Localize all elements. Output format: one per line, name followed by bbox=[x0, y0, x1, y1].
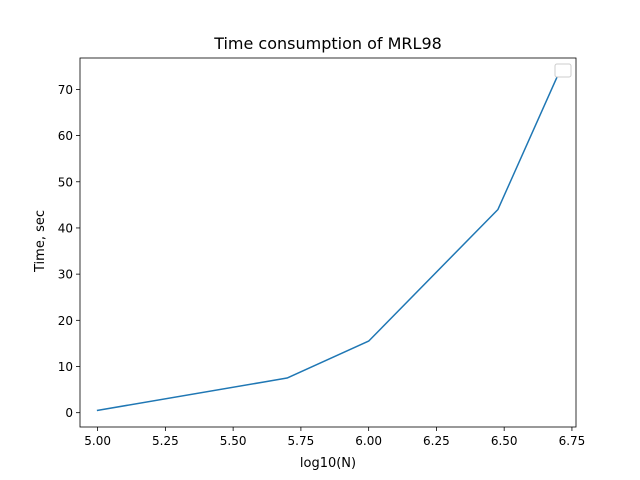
y-tick-label: 70 bbox=[58, 83, 73, 97]
y-tick-label: 20 bbox=[58, 314, 73, 328]
data-point bbox=[286, 377, 288, 379]
y-tick-label: 30 bbox=[58, 268, 73, 282]
y-tick-label: 0 bbox=[65, 406, 73, 420]
x-tick-label: 5.50 bbox=[220, 434, 247, 448]
y-tick-label: 40 bbox=[58, 221, 73, 235]
x-tick-label: 6.75 bbox=[559, 434, 586, 448]
x-tick-label: 6.25 bbox=[423, 434, 450, 448]
plot-area: 5.00 5.25 5.50 5.75 6.00 6.25 6.50 6.75 0 10 20 30 4… bbox=[58, 57, 586, 448]
y-tick-label: 10 bbox=[58, 360, 73, 374]
x-tick-label: 5.00 bbox=[84, 434, 111, 448]
x-tick-label: 6.00 bbox=[355, 434, 382, 448]
legend-box bbox=[554, 63, 572, 78]
axes-frame bbox=[79, 57, 577, 428]
x-axis-label: log10(N) bbox=[300, 456, 356, 471]
x-tick-label: 5.25 bbox=[152, 434, 179, 448]
data-point bbox=[97, 410, 99, 412]
x-tick-label: 6.50 bbox=[491, 434, 518, 448]
chart-title: Time consumption of MRL98 bbox=[213, 34, 442, 53]
y-tick-label: 50 bbox=[58, 175, 73, 189]
data-point bbox=[497, 209, 499, 211]
y-tick-label: 60 bbox=[58, 129, 73, 143]
x-tick-label: 5.75 bbox=[288, 434, 315, 448]
y-axis-label: Time, sec bbox=[33, 210, 48, 273]
series-line-0 bbox=[96, 73, 560, 412]
data-point bbox=[368, 340, 370, 342]
